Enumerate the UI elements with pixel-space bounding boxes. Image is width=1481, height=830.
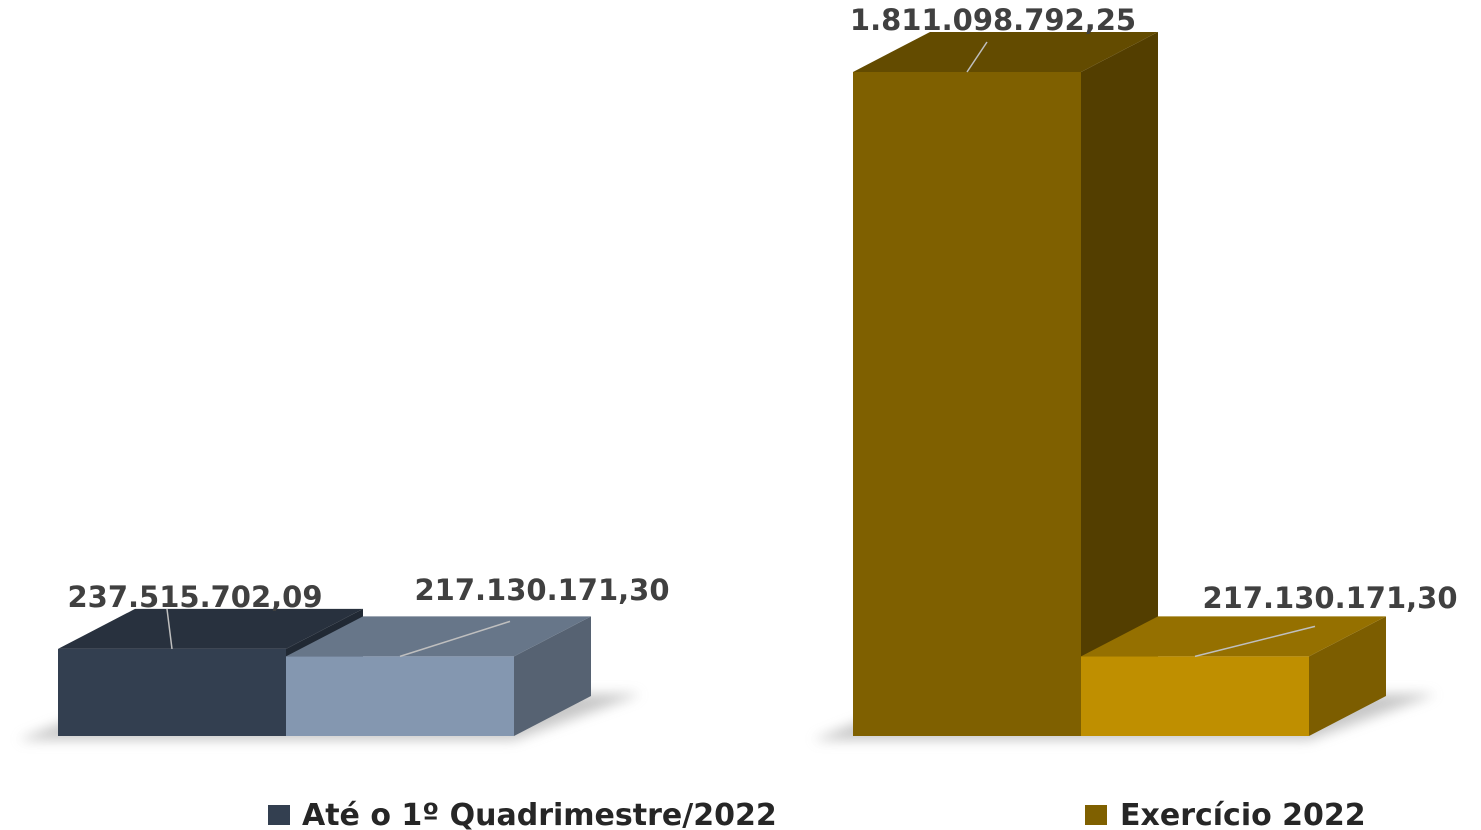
bar-top-face [853,32,1158,72]
legend-label: Até o 1º Quadrimestre/2022 [302,798,777,830]
bar [853,32,1158,736]
bar-front-face [853,72,1081,736]
legend-swatch [1085,805,1107,825]
data-label: 1.811.098.792,25 [850,3,1136,37]
bar-side-face [514,616,591,736]
data-label: 217.130.171,30 [1202,581,1457,615]
legend-swatch [268,805,290,825]
bar-top-face [286,616,591,657]
bar-front-face [58,648,286,736]
bar [286,616,591,736]
data-label: 217.130.171,30 [414,573,669,607]
data-label-leader-line [399,620,511,658]
bar-top-face [58,608,363,649]
bar-top-face [1081,616,1386,657]
bar-side-face [1309,616,1386,736]
data-label-leader-line [966,41,988,73]
data-label-leader-line [1194,625,1316,658]
bar-front-face [1081,656,1309,736]
bar-side-face [1081,32,1158,736]
legend-item: Exercício 2022 [1085,798,1366,830]
bar [1081,616,1386,736]
bar-front-face [286,656,514,736]
legend-label: Exercício 2022 [1120,798,1366,830]
data-label: 237.515.702,09 [67,580,322,614]
data-label-leader-line [166,608,173,650]
legend-item: Até o 1º Quadrimestre/2022 [268,798,777,830]
